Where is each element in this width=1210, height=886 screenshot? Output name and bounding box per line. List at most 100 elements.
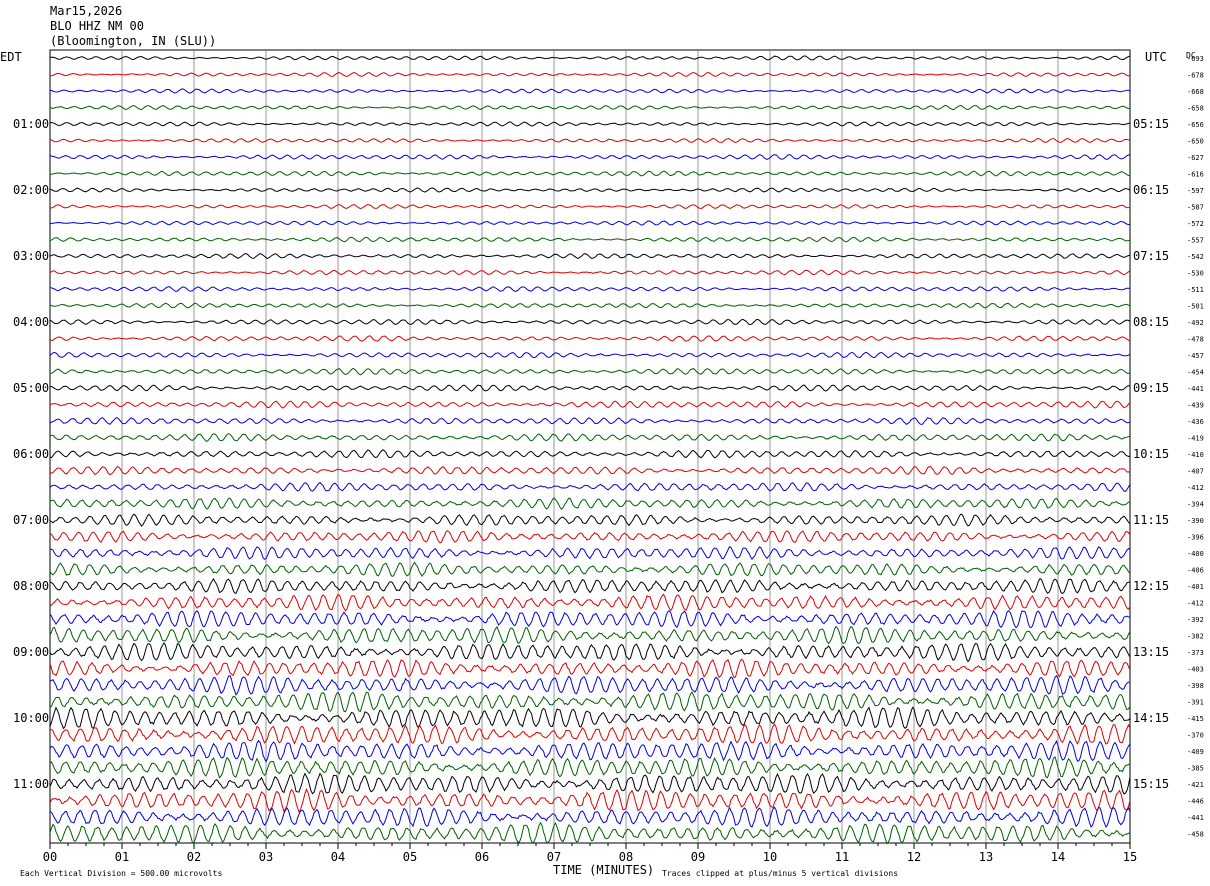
trace-2 [49, 71, 1131, 77]
dc-offset-label: -492 [1187, 319, 1204, 327]
trace-21 [50, 384, 1131, 392]
left-hour-label: 10:00 [13, 711, 49, 725]
dc-offset-label: -616 [1187, 171, 1204, 179]
dc-offset-label: -441 [1187, 385, 1204, 393]
trace-47 [49, 806, 1131, 829]
x-axis-title: TIME (MINUTES) [553, 863, 654, 877]
footer-left-note: Each Vertical Division = 500.00 microvol… [20, 869, 222, 878]
x-axis: 00 01 02 03 04 05 06 07 08 09 10 11 12 13 14 15 [43, 843, 1137, 864]
dc-offset-label: -400 [1187, 550, 1204, 558]
dc-offset-label: -587 [1187, 204, 1204, 212]
trace-24 [49, 433, 1131, 442]
trace-48 [49, 821, 1131, 845]
dc-offset-label: -415 [1187, 715, 1204, 723]
dc-offset-label: -390 [1187, 517, 1204, 525]
trace-35 [49, 609, 1131, 629]
left-hour-label: 04:00 [13, 315, 49, 329]
right-hour-label: 14:15 [1133, 711, 1169, 725]
dc-offset-label: -410 [1187, 451, 1204, 459]
trace-28 [49, 497, 1131, 510]
dc-offset-label: -412 [1187, 484, 1204, 492]
left-hour-label: 03:00 [13, 249, 49, 263]
trace-42 [49, 723, 1131, 745]
right-hour-label: 09:15 [1133, 381, 1169, 395]
dc-offset-label: -406 [1187, 567, 1204, 575]
trace-4 [49, 104, 1131, 111]
left-hour-label: 01:00 [13, 117, 49, 131]
dc-offset-label: -382 [1187, 633, 1204, 641]
right-hour-label: 06:15 [1133, 183, 1169, 197]
right-hour-label: 07:15 [1133, 249, 1169, 263]
right-hour-label: 08:15 [1133, 315, 1169, 329]
trace-30 [49, 529, 1131, 544]
x-tick-label: 14 [1051, 850, 1065, 864]
trace-5 [49, 121, 1131, 127]
trace-22 [49, 400, 1131, 409]
dc-offset-label: -597 [1187, 187, 1204, 195]
header-location: (Bloomington, IN (SLU)) [50, 34, 216, 48]
trace-38 [49, 658, 1131, 679]
dc-offset-label: -557 [1187, 237, 1204, 245]
dc-offset-label: -458 [1187, 831, 1204, 839]
trace-7 [50, 154, 1131, 160]
dc-offset-label: -439 [1187, 402, 1204, 410]
trace-19 [49, 351, 1131, 359]
dc-offset-label: -530 [1187, 270, 1204, 278]
x-tick-label: 06 [475, 850, 489, 864]
hour-labels: 01:00 05:15 02:00 06:15 03:00 07:15 04:00 08:15… [13, 117, 1169, 791]
dc-offset-label: -396 [1187, 534, 1204, 542]
x-tick-label: 03 [259, 850, 273, 864]
trace-20 [49, 367, 1131, 376]
left-hour-label: 02:00 [13, 183, 49, 197]
trace-41 [49, 706, 1131, 730]
x-tick-label: 05 [403, 850, 417, 864]
dc-offset-label: -693 [1187, 55, 1204, 63]
right-hour-label: 13:15 [1133, 645, 1169, 659]
dc-label: DC [1186, 51, 1196, 60]
dc-offset-label: -421 [1187, 781, 1204, 789]
dc-offset-label: -419 [1187, 435, 1204, 443]
right-hour-label: 05:15 [1133, 117, 1169, 131]
dc-offset-label: -391 [1187, 699, 1204, 707]
left-hour-label: 09:00 [13, 645, 49, 659]
x-tick-label: 04 [331, 850, 345, 864]
trace-9 [49, 187, 1131, 193]
dc-offset-label: -370 [1187, 732, 1204, 740]
trace-36 [49, 625, 1131, 645]
left-hour-label: 08:00 [13, 579, 49, 593]
right-hour-label: 15:15 [1133, 777, 1169, 791]
left-hour-label: 05:00 [13, 381, 49, 395]
trace-8 [50, 170, 1131, 177]
trace-45 [49, 772, 1131, 795]
footer-right-note: Traces clipped at plus/minus 5 vertical … [662, 869, 898, 878]
trace-27 [49, 481, 1131, 492]
x-tick-label: 00 [43, 850, 57, 864]
dc-offset-label: -409 [1187, 748, 1204, 756]
trace-23 [49, 416, 1131, 426]
dc-offset-label: -650 [1187, 138, 1204, 146]
trace-44 [49, 756, 1131, 779]
right-timezone-label: UTC [1145, 50, 1167, 64]
dc-offset-label: -398 [1187, 682, 1204, 690]
dc-offset-label: -454 [1187, 369, 1204, 377]
dc-offset-label: -403 [1187, 666, 1204, 674]
x-tick-label: 07 [547, 850, 561, 864]
dc-offset-label: -678 [1187, 72, 1204, 80]
right-hour-label: 10:15 [1133, 447, 1169, 461]
dc-offset-label: -511 [1187, 286, 1204, 294]
trace-32 [49, 561, 1131, 577]
dc-offset-label: -446 [1187, 798, 1204, 806]
x-tick-label: 08 [619, 850, 633, 864]
trace-26 [49, 465, 1131, 476]
trace-10 [50, 204, 1130, 210]
dc-offset-label: -436 [1187, 418, 1204, 426]
dc-offset-label: -441 [1187, 814, 1204, 822]
trace-15 [49, 286, 1131, 292]
x-tick-label: 12 [907, 850, 921, 864]
trace-16 [49, 302, 1131, 309]
x-tick-label: 10 [763, 850, 777, 864]
x-tick-label: 13 [979, 850, 993, 864]
trace-13 [49, 253, 1131, 259]
trace-31 [49, 546, 1131, 561]
